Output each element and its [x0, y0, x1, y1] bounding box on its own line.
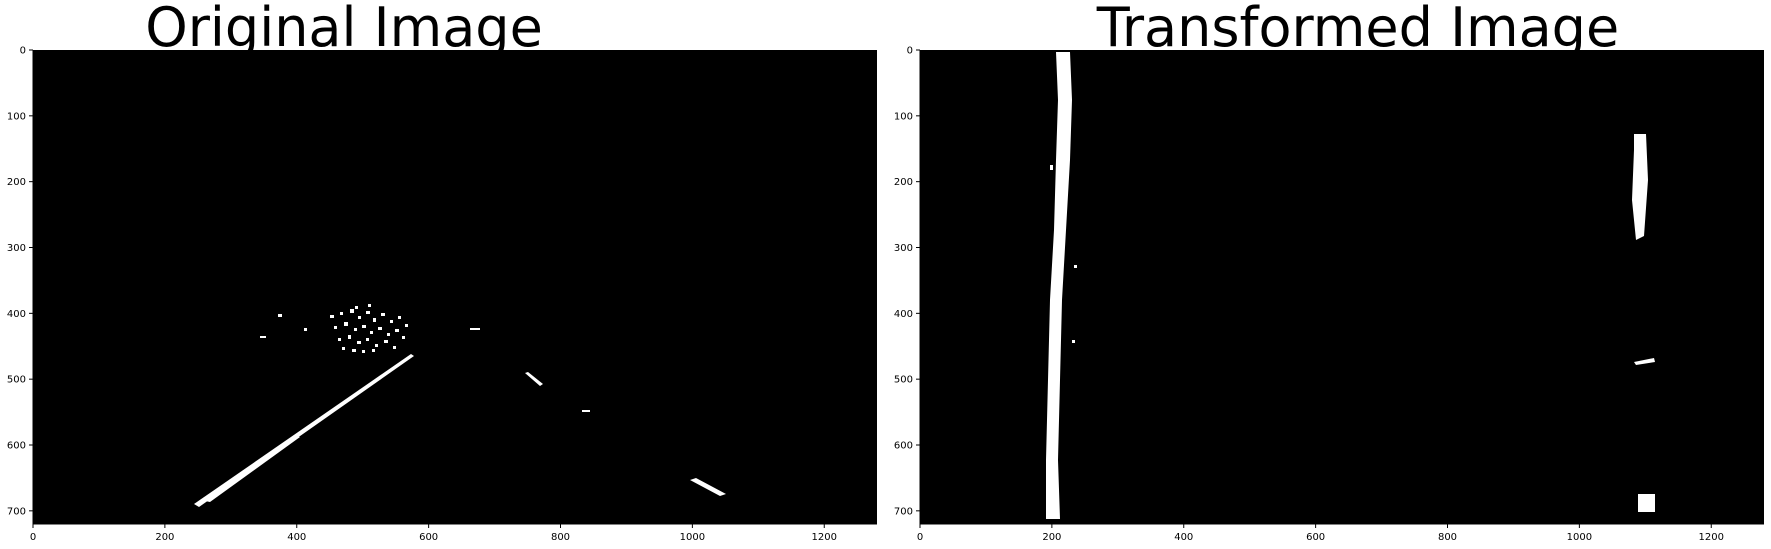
x-tick-label: 600: [419, 532, 438, 543]
y-tick-label: 700: [894, 506, 913, 517]
y-tick-label: 0: [20, 46, 26, 57]
y-tick-label: 600: [7, 441, 26, 452]
x-tick-label: 1200: [1699, 532, 1724, 543]
original-image-panel: [33, 50, 877, 524]
x-tick-label: 0: [30, 532, 36, 543]
x-tick-label: 1200: [812, 532, 837, 543]
x-tick-label: 0: [917, 532, 923, 543]
y-tick-label: 0: [907, 46, 913, 57]
x-tick-label: 800: [551, 532, 570, 543]
right-lane-segment: [1638, 494, 1655, 512]
y-tick-label: 300: [894, 243, 913, 254]
y-tick-label: 100: [7, 111, 26, 122]
y-tick-label: 400: [7, 309, 26, 320]
x-tick-label: 800: [1438, 532, 1457, 543]
y-tick-label: 300: [7, 243, 26, 254]
y-tick-label: 200: [7, 177, 26, 188]
x-tick-label: 200: [1042, 532, 1061, 543]
x-tick-label: 1000: [680, 532, 705, 543]
x-tick-label: 200: [155, 532, 174, 543]
x-tick-label: 400: [287, 532, 306, 543]
x-tick-label: 600: [1306, 532, 1325, 543]
x-tick-label: 400: [1174, 532, 1193, 543]
original-image: [33, 50, 877, 524]
y-tick-label: 400: [894, 309, 913, 320]
y-tick-label: 100: [894, 111, 913, 122]
transformed-image-panel: [920, 50, 1764, 524]
x-tick-label: 1000: [1567, 532, 1592, 543]
y-tick-label: 500: [894, 375, 913, 386]
y-tick-label: 200: [894, 177, 913, 188]
y-tick-label: 700: [7, 506, 26, 517]
y-tick-label: 600: [894, 441, 913, 452]
y-tick-label: 500: [7, 375, 26, 386]
